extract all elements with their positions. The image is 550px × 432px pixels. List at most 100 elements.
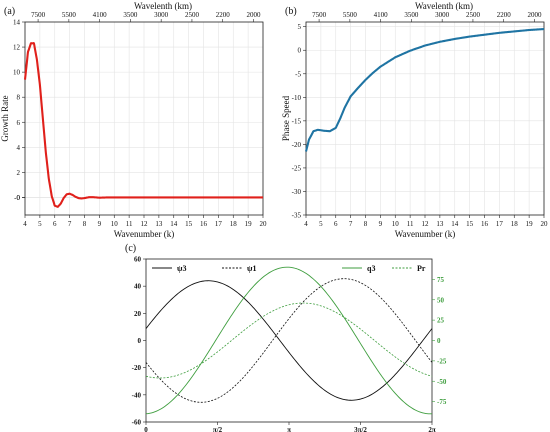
panel-c-series-0: [145, 280, 433, 401]
panel-b-panel-label: (b): [285, 6, 297, 17]
panel-a-ytick-label: 8: [17, 94, 21, 102]
panel-a-top-tick-label: 4100: [93, 11, 108, 19]
panel-c-ytick-label: 40: [134, 283, 142, 291]
panel-b-xtick-label: 10: [392, 220, 400, 228]
panel-c-legend-label: q3: [367, 264, 375, 273]
panel-c-series-3: [145, 302, 433, 379]
panel-b-xtick-label: 15: [466, 220, 474, 228]
panel-a-ytick-label: 4: [17, 144, 21, 152]
panel-a-ytick-label: 0: [17, 194, 21, 202]
panel-a-xtick-label: 10: [111, 220, 119, 228]
panel-b-ytick-label: 0: [298, 47, 302, 55]
panel-b-ytick-label: -30: [292, 188, 302, 196]
panel-a-xtick-label: 17: [215, 220, 223, 228]
panel-b-xtick-label: 4: [304, 220, 308, 228]
panel-b-xtick-label: 12: [422, 220, 430, 228]
panel-b-xtick-label: 18: [511, 220, 519, 228]
panel-b-top-tick-label: 7500: [312, 11, 327, 19]
panel-b-x-axis-label: Wavenumber (k): [395, 229, 456, 239]
panel-b-xtick-label: 16: [481, 220, 489, 228]
panel-c-ytick-label: 60: [134, 256, 142, 264]
panel-a-ytick-label: 6: [17, 119, 21, 127]
panel-b-xtick-label: 7: [349, 220, 353, 228]
panel-c-xtick-label: 2π: [428, 426, 436, 432]
panel-a-xtick-label: 4: [23, 220, 27, 228]
panel-a-xtick-label: 16: [200, 220, 208, 228]
panel-b-top-axis-label: Wavelenth (km): [415, 1, 473, 11]
panel-c-series-2: [145, 266, 433, 415]
panel-c-y2tick-label: -75: [437, 398, 447, 406]
panel-b-xtick-label: 9: [379, 220, 383, 228]
panel-b-top-tick-label: 3000: [435, 11, 450, 19]
panel-c-series-1: [145, 278, 433, 403]
panel-a-growth-rate: 4 5 6 7 8 9 10 11 12 13 14 15 16 17 18 19 20 -00 2 4 6 8 10 12 1…: [0, 1, 267, 239]
panel-a-x-axis-label: Wavenumber (k): [114, 229, 175, 239]
panel-c-y2tick-label: 0: [437, 337, 441, 345]
panel-b-xtick-label: 17: [496, 220, 504, 228]
panel-b-ytick-label: -15: [292, 117, 302, 125]
panel-a-series-line: [23, 41, 264, 208]
panel-a-xtick-label: 5: [38, 220, 42, 228]
panel-a-ytick-label: 12: [13, 44, 21, 52]
panel-c-xtick-label: π: [287, 426, 291, 432]
panel-a-xtick-label: 19: [245, 220, 253, 228]
panel-c-y2tick-label: 75: [437, 276, 445, 284]
panel-a-top-tick-label: 7500: [31, 11, 46, 19]
panel-a-ytick-label: -0: [14, 194, 20, 202]
panel-a-xtick-label: 15: [185, 220, 193, 228]
panel-b-ytick-label: 5: [298, 23, 302, 31]
panel-c-panel-label: (c): [125, 243, 136, 254]
panel-c-ytick-label: 20: [134, 310, 142, 318]
panel-a-xtick-label: 13: [155, 220, 163, 228]
panel-a-top-tick-label: 2500: [185, 11, 200, 19]
panel-a-y-axis-label: Growth Rate: [0, 95, 10, 141]
panel-b-xtick-label: 11: [407, 220, 414, 228]
panel-c-xtick-label: π/2: [213, 426, 223, 432]
panel-b-top-tick-label: 3500: [404, 11, 419, 19]
panel-b-top-tick-label: 5500: [343, 11, 358, 19]
panel-c-y2tick-label: 50: [437, 296, 445, 304]
panel-a-xtick-label: 7: [68, 220, 72, 228]
panel-a-xtick-label: 6: [53, 220, 57, 228]
panel-b-ytick-label: -5: [295, 70, 301, 78]
panel-c-xtick-label: 0: [144, 426, 148, 432]
panel-a-ytick-label: 2: [17, 169, 21, 177]
panel-b-xtick-label: 6: [334, 220, 338, 228]
panel-b-phase-speed: 4 5 6 7 8 9 10 11 12 13 14 15 16 17 18 19 20 -35 -30 -25 -20…: [281, 1, 548, 239]
panel-a-xtick-label: 12: [141, 220, 149, 228]
panel-a-top-axis-label: Wavelenth (km): [134, 1, 192, 11]
panel-c-y2tick-label: -25: [437, 357, 447, 365]
panel-c-y2tick-label: 25: [437, 317, 445, 325]
panel-b-ytick-label: -25: [292, 164, 302, 172]
panel-a-xtick-label: 14: [170, 220, 178, 228]
panel-a-xtick-label: 9: [98, 220, 102, 228]
panel-b-top-tick-label: 4100: [374, 11, 389, 19]
panel-a-xtick-label: 8: [83, 220, 87, 228]
panel-c-y2tick-label: -50: [437, 378, 447, 386]
panel-c-ytick-label: -60: [132, 419, 142, 427]
panel-b-series-line: [304, 28, 545, 152]
panel-b-xtick-label: 19: [526, 220, 534, 228]
panel-c-ytick-label: 0: [138, 337, 142, 345]
panel-a-xtick-label: 20: [260, 220, 268, 228]
panel-a-ytick-label: 10: [13, 69, 21, 77]
panel-a-xtick-label: 11: [126, 220, 133, 228]
panel-b-y-axis-label: Phase Speed: [281, 95, 291, 141]
panel-b-ytick-label: -20: [292, 141, 302, 149]
panel-c-wave-structure: 0 π/2 π 3π/2 2π -60 -40 -20 0 20 40 60 -75 -50 -25 0 25 5…: [125, 243, 447, 432]
panel-b-top-tick-label: 2000: [527, 11, 542, 19]
panel-a-xtick-label: 18: [230, 220, 238, 228]
panel-b-xtick-label: 5: [319, 220, 323, 228]
panel-a-top-tick-label: 3000: [154, 11, 169, 19]
panel-a-top-tick-label: 2200: [216, 11, 231, 19]
panel-a-panel-label: (a): [4, 6, 15, 17]
panel-b-xtick-label: 20: [541, 220, 549, 228]
panel-c-legend-label: ψ3: [177, 264, 187, 273]
panel-b-xtick-label: 14: [451, 220, 459, 228]
panel-b-top-tick-label: 2500: [466, 11, 481, 19]
panel-b-xtick-label: 8: [364, 220, 368, 228]
panel-a-top-tick-label: 3500: [123, 11, 138, 19]
panel-b-top-tick-label: 2200: [497, 11, 512, 19]
panel-c-ytick-label: -40: [132, 391, 142, 399]
panel-c-xtick-label: 3π/2: [354, 426, 367, 432]
